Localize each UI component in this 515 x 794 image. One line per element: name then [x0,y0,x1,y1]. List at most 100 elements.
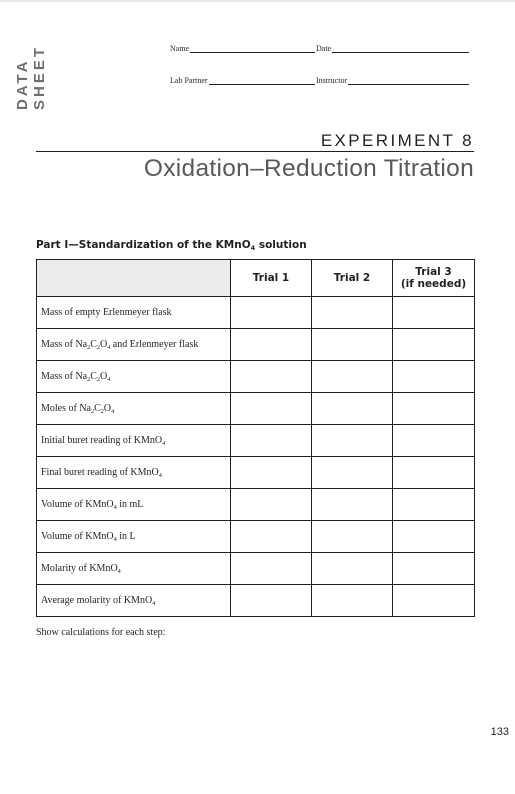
trial-3-entry-cell[interactable] [392,392,475,425]
trial-3-entry-cell[interactable] [392,328,475,361]
row-label: Initial buret reading of KMnO4 [36,424,231,457]
table-row: Mass of empty Erlenmeyer flask [36,296,475,329]
trial-1-entry-cell[interactable] [230,392,312,425]
row-label: Moles of Na2C2O4 [36,392,231,425]
table-row: Moles of Na2C2O4 [36,392,475,425]
row-label-text: Molarity of KMnO [41,563,118,574]
date-field[interactable]: Date [316,44,469,53]
trial-1-entry-cell[interactable] [230,328,312,361]
trial-2-entry-cell[interactable] [311,424,393,457]
table-row: Final buret reading of KMnO4 [36,456,475,489]
row-label-text: C [94,403,101,414]
trial-2-entry-cell[interactable] [311,328,393,361]
row-label-subscript: 2 [96,375,100,383]
row-label-text: Mass of empty Erlenmeyer flask [41,307,172,318]
standardization-table: Trial 1 Trial 2 Trial 3 (if needed) Mass … [36,259,475,617]
table-row: Volume of KMnO4 in L [36,520,475,553]
row-label: Molarity of KMnO4 [36,552,231,585]
trial-2-label: Trial 2 [333,272,371,284]
row-label-subscript: 2 [96,343,100,351]
row-label-subscript: 2 [100,407,104,415]
part1-heading-post: solution [255,239,307,251]
row-label-text: Mass of Na [41,371,88,382]
lab-partner-line[interactable] [208,76,315,85]
row-label-text: Final buret reading of KMnO [41,467,159,478]
header-trial-3: Trial 3 (if needed) [392,259,475,297]
row-label-text: C [90,371,97,382]
trial-3-note: (if needed) [400,278,467,290]
trial-1-entry-cell[interactable] [230,552,312,585]
row-label-text: Average molarity of KMnO [41,595,153,606]
table-header-row: Trial 1 Trial 2 Trial 3 (if needed) [36,259,475,297]
date-label: Date [316,44,332,53]
row-label-text: O [99,371,108,382]
row-label: Mass of Na2C2O4 and Erlenmeyer flask [36,328,231,361]
row-label-text: Volume of KMnO [41,499,114,510]
row-label-text: in L [116,531,136,542]
side-label-line2: SHEET [31,44,48,110]
trial-2-entry-cell[interactable] [311,392,393,425]
trial-1-entry-cell[interactable] [230,456,312,489]
trial-3-entry-cell[interactable] [392,424,475,457]
header-trial-1: Trial 1 [230,259,312,297]
trial-3-entry-cell[interactable] [392,488,475,521]
trial-3-entry-cell[interactable] [392,296,475,329]
trial-2-entry-cell[interactable] [311,584,393,617]
row-label: Average molarity of KMnO4 [36,584,231,617]
name-line[interactable] [190,44,315,53]
trial-1-entry-cell[interactable] [230,520,312,553]
top-border [0,0,515,2]
trial-2-entry-cell[interactable] [311,520,393,553]
row-label-text: Moles of Na [41,403,91,414]
trial-1-entry-cell[interactable] [230,488,312,521]
row-label: Mass of empty Erlenmeyer flask [36,296,231,329]
row-label-subscript: 4 [113,503,117,511]
trial-1-entry-cell[interactable] [230,296,312,329]
row-label-subscript: 4 [107,343,111,351]
instructor-label: Instructor [316,76,348,85]
table-row: Initial buret reading of KMnO4 [36,424,475,457]
instructor-field[interactable]: Instructor [316,76,469,85]
row-label-text: Initial buret reading of KMnO [41,435,163,446]
row-label-subscript: 2 [91,407,95,415]
table-row: Mass of Na2C2O4 [36,360,475,393]
trial-1-entry-cell[interactable] [230,584,312,617]
trial-2-entry-cell[interactable] [311,360,393,393]
trial-3-label: Trial 3 [415,266,452,278]
calculations-note: Show calculations for each step: [36,627,166,638]
trial-1-label: Trial 1 [252,272,290,284]
trial-1-entry-cell[interactable] [230,424,312,457]
part1-heading-pre: Part I—Standardization of the KMnO [36,239,251,251]
row-label-text: Volume of KMnO [41,531,114,542]
experiment-title: Oxidation–Reduction Titration [143,155,474,182]
table-row: Volume of KMnO4 in mL [36,488,475,521]
header-corner-cell [36,259,231,297]
row-label-subscript: 2 [87,375,91,383]
table-row: Molarity of KMnO4 [36,552,475,585]
lab-partner-field[interactable]: Lab Partner [170,76,315,85]
row-label-text: O [99,339,108,350]
trial-2-entry-cell[interactable] [311,552,393,585]
experiment-number: EXPERIMENT 8 [320,131,474,150]
row-label-subscript: 4 [113,535,117,543]
trial-2-entry-cell[interactable] [311,456,393,489]
row-label-text: Mass of Na [41,339,88,350]
name-field[interactable]: Name [170,44,315,53]
row-label: Final buret reading of KMnO4 [36,456,231,489]
trial-3-entry-cell[interactable] [392,520,475,553]
row-label-text: and Erlenmeyer flask [110,339,199,350]
trial-2-entry-cell[interactable] [311,296,393,329]
trial-2-entry-cell[interactable] [311,488,393,521]
trial-3-entry-cell[interactable] [392,360,475,393]
row-label-text: in mL [116,499,144,510]
experiment-divider [36,151,474,152]
trial-3-entry-cell[interactable] [392,456,475,489]
trial-3-entry-cell[interactable] [392,552,475,585]
row-label-subscript: 4 [158,471,162,479]
trial-3-entry-cell[interactable] [392,584,475,617]
table-row: Mass of Na2C2O4 and Erlenmeyer flask [36,328,475,361]
data-sheet-label: DATA SHEET [14,40,48,110]
date-line[interactable] [332,44,469,53]
instructor-line[interactable] [348,76,469,85]
trial-1-entry-cell[interactable] [230,360,312,393]
